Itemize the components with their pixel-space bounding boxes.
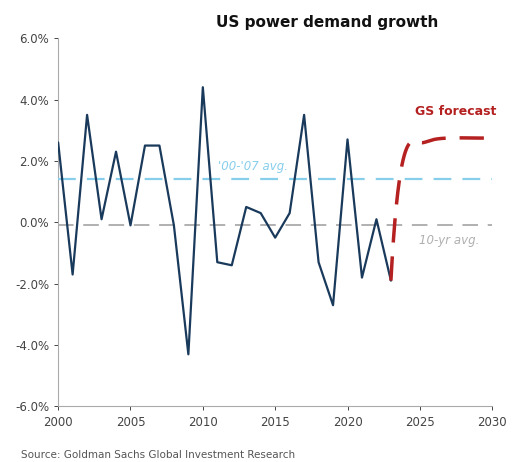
Title: US power demand growth: US power demand growth [216,15,438,30]
Text: GS forecast: GS forecast [416,105,497,118]
Text: Source: Goldman Sachs Global Investment Research: Source: Goldman Sachs Global Investment … [21,450,295,460]
Text: '00-'07 avg.: '00-'07 avg. [219,159,289,173]
Text: 10-yr avg.: 10-yr avg. [419,234,479,247]
